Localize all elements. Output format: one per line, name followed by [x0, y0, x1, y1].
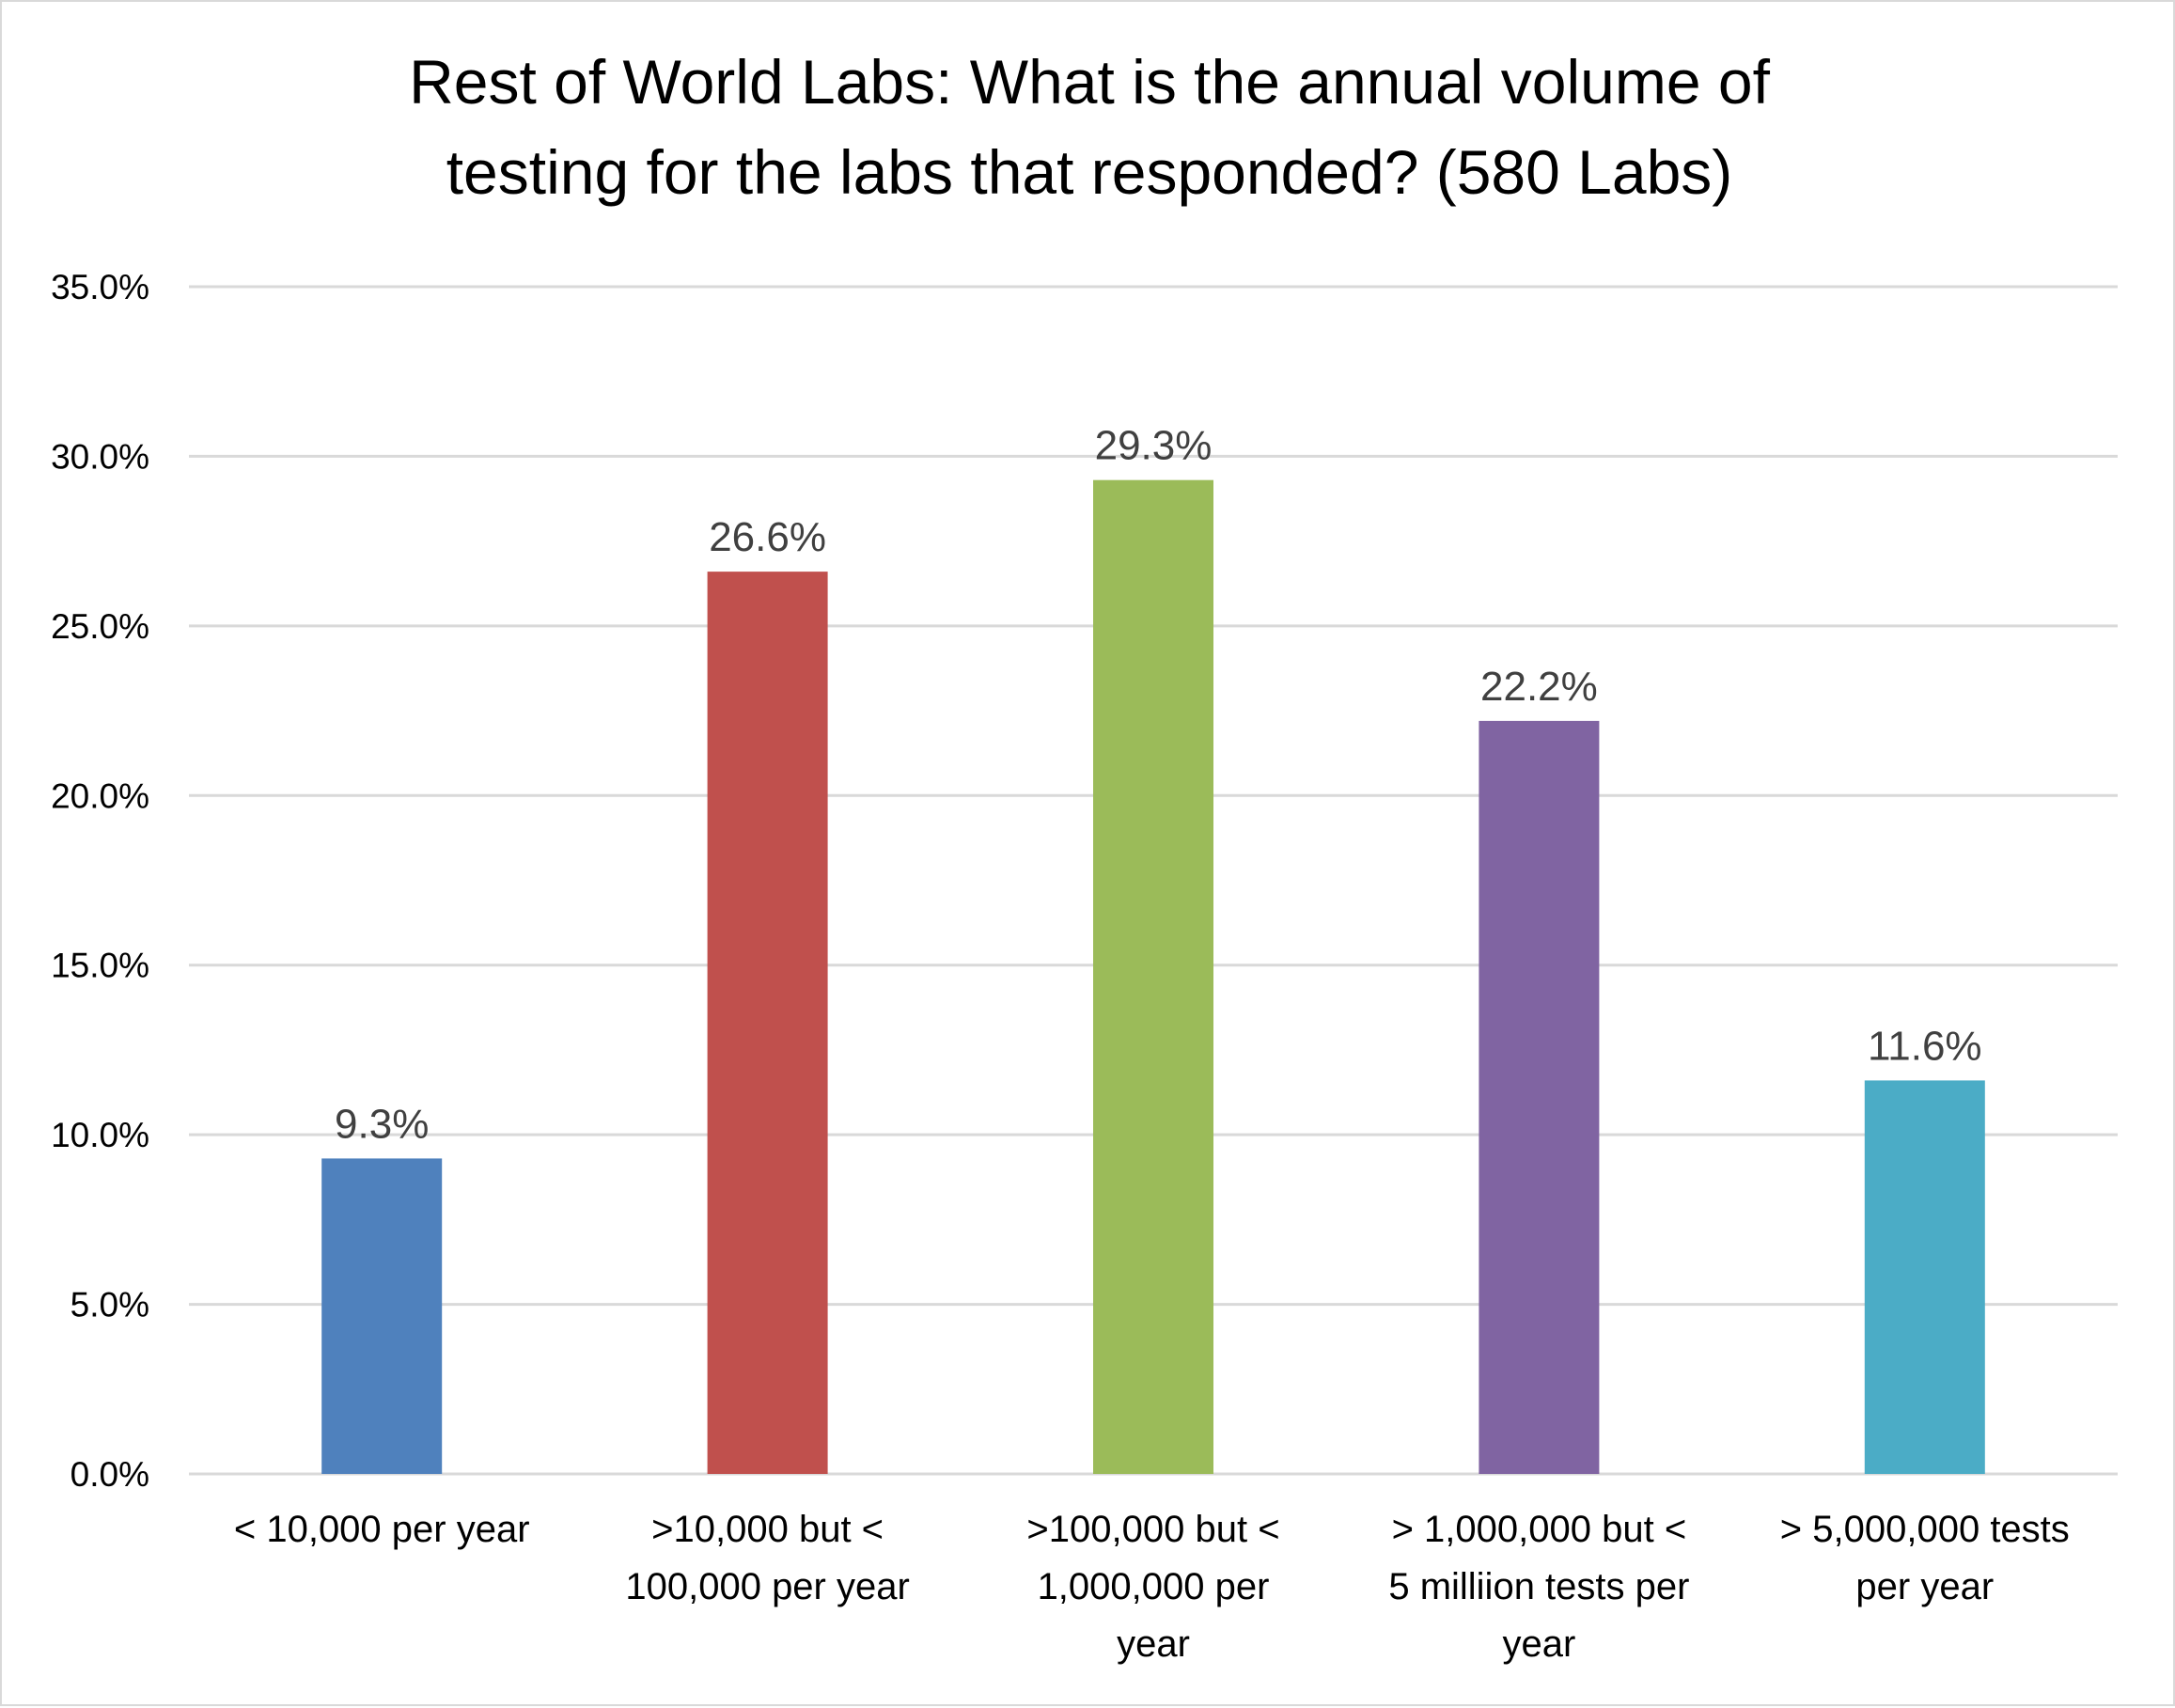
bar: [1093, 479, 1213, 1474]
data-label: 26.6%: [709, 514, 826, 560]
bar: [1864, 1080, 1985, 1474]
y-tick-label: 35.0%: [51, 268, 149, 306]
data-label: 11.6%: [1868, 1023, 1982, 1069]
data-label: 29.3%: [1095, 423, 1213, 469]
y-tick-label: 5.0%: [70, 1286, 149, 1324]
x-tick-label: > 5,000,000 tests: [1780, 1509, 2070, 1550]
bar: [1479, 720, 1600, 1474]
x-tick-label: 1,000,000 per: [1038, 1566, 1270, 1607]
y-tick-label: 10.0%: [51, 1116, 149, 1154]
x-tick-label: 100,000 per year: [625, 1566, 909, 1607]
bar: [321, 1158, 443, 1474]
x-tick-label: 5 milliion tests per: [1388, 1566, 1689, 1607]
x-tick-label: > 1,000,000 but <: [1392, 1509, 1687, 1550]
bar: [707, 572, 828, 1474]
x-tick-label: year: [1502, 1623, 1575, 1665]
data-label: 9.3%: [335, 1101, 429, 1147]
y-tick-label: 30.0%: [51, 437, 149, 476]
y-tick-label: 15.0%: [51, 947, 149, 985]
x-tick-label: >10,000 but <: [651, 1509, 884, 1550]
x-tick-label: per year: [1855, 1566, 1994, 1607]
x-tick-label: >100,000 but <: [1026, 1509, 1279, 1550]
y-tick-label: 20.0%: [51, 776, 149, 815]
data-label: 22.2%: [1480, 664, 1598, 710]
x-tick-label: year: [1117, 1623, 1190, 1665]
y-tick-label: 0.0%: [70, 1455, 149, 1494]
x-tick-label: < 10,000 per year: [234, 1509, 530, 1550]
chart-title: Rest of World Labs: What is the annual v…: [409, 47, 1771, 117]
y-tick-label: 25.0%: [51, 607, 149, 646]
chart-title: testing for the labs that responded? (58…: [446, 137, 1733, 207]
